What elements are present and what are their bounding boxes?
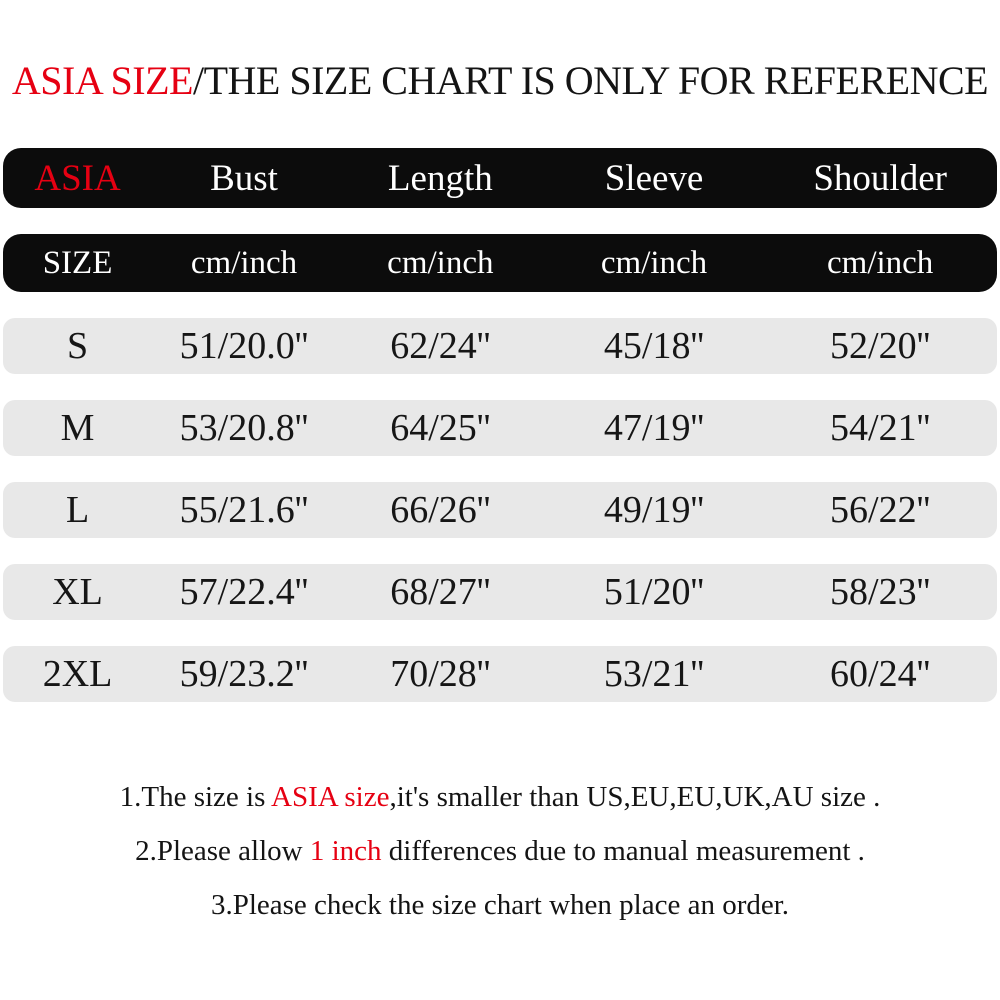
note-2-suffix: differences due to manual measurement . — [381, 835, 865, 867]
note-1-prefix: 1.The size is — [119, 781, 272, 813]
length-value: 70/28'' — [390, 653, 491, 695]
table-row-xl: XL 57/22.4'' 68/27'' 51/20'' 58/23'' — [3, 564, 997, 620]
size-label: M — [60, 407, 95, 449]
size-label: S — [66, 325, 89, 367]
shoulder-value: 58/23'' — [830, 571, 931, 613]
note-3-prefix: 3.Please check the size chart when place… — [210, 889, 790, 921]
note-1-highlight: ASIA size — [271, 781, 390, 813]
header-unit-sleeve: cm/inch — [600, 244, 708, 281]
size-label: L — [65, 489, 90, 531]
size-label: XL — [52, 571, 103, 613]
sleeve-value: 53/21'' — [603, 653, 705, 695]
sleeve-value: 49/19'' — [603, 489, 705, 531]
note-3: 3.Please check the size chart when place… — [0, 878, 1000, 932]
footer-notes: 1.The size is ASIA size,it's smaller tha… — [0, 770, 1000, 932]
header-unit-shoulder: cm/inch — [827, 244, 934, 281]
size-table-body: S 51/20.0'' 62/24'' 45/18'' 52/20'' M 53… — [0, 318, 1000, 702]
table-row-2xl: 2XL 59/23.2'' 70/28'' 53/21'' 60/24'' — [3, 646, 997, 702]
header-asia: ASIA — [34, 157, 121, 199]
size-label: 2XL — [42, 653, 113, 695]
table-row-l: L 55/21.6'' 66/26'' 49/19'' 56/22'' — [3, 482, 997, 538]
header-shoulder: Shoulder — [813, 157, 947, 199]
sleeve-value: 45/18'' — [603, 325, 705, 367]
header-bust: Bust — [210, 157, 278, 199]
shoulder-value: 60/24'' — [830, 653, 931, 695]
header-length: Length — [387, 157, 493, 199]
header-size: SIZE — [42, 244, 113, 281]
shoulder-value: 52/20'' — [830, 325, 931, 367]
page-title-highlight: ASIA SIZE — [11, 58, 194, 103]
page-title: ASIA SIZE/THE SIZE CHART IS ONLY FOR REF… — [0, 0, 1000, 104]
bust-value: 55/21.6'' — [179, 489, 309, 531]
length-value: 64/25'' — [390, 407, 491, 449]
sleeve-value: 51/20'' — [603, 571, 705, 613]
bust-value: 57/22.4'' — [179, 571, 309, 613]
table-header-measurements: ASIA Bust Length Sleeve Shoulder — [3, 148, 997, 208]
table-row-m: M 53/20.8'' 64/25'' 47/19'' 54/21'' — [3, 400, 997, 456]
table-header-units: SIZE cm/inch cm/inch cm/inch cm/inch — [3, 234, 997, 292]
bust-value: 51/20.0'' — [179, 325, 309, 367]
bust-value: 59/23.2'' — [179, 653, 309, 695]
header-unit-length: cm/inch — [387, 244, 494, 281]
length-value: 66/26'' — [390, 489, 491, 531]
note-2-highlight: 1 inch — [309, 835, 382, 867]
shoulder-value: 56/22'' — [830, 489, 931, 531]
header-unit-bust: cm/inch — [190, 244, 298, 281]
page-title-rest: /THE SIZE CHART IS ONLY FOR REFERENCE — [192, 58, 989, 103]
header-sleeve: Sleeve — [604, 157, 704, 199]
length-value: 62/24'' — [390, 325, 491, 367]
note-1-suffix: ,it's smaller than US,EU,EU,UK,AU size . — [389, 781, 881, 813]
length-value: 68/27'' — [390, 571, 491, 613]
sleeve-value: 47/19'' — [603, 407, 705, 449]
shoulder-value: 54/21'' — [830, 407, 931, 449]
note-1: 1.The size is ASIA size,it's smaller tha… — [0, 770, 1000, 824]
note-2-prefix: 2.Please allow — [135, 835, 310, 867]
note-2: 2.Please allow 1 inch differences due to… — [0, 824, 1000, 878]
bust-value: 53/20.8'' — [179, 407, 309, 449]
table-row-s: S 51/20.0'' 62/24'' 45/18'' 52/20'' — [3, 318, 997, 374]
